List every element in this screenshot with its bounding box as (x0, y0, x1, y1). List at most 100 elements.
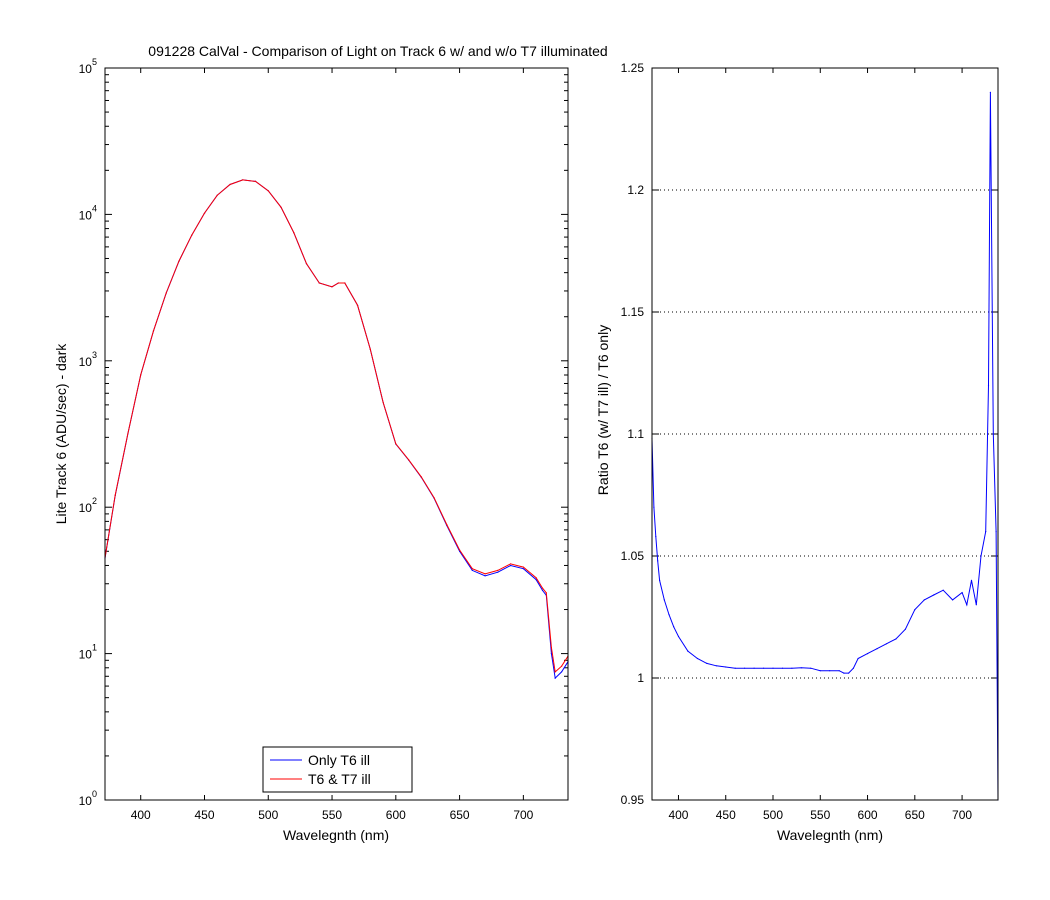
data-point-t6-t7 (369, 348, 371, 350)
data-point-t6-t7 (408, 459, 410, 461)
data-point-ratio (763, 667, 765, 669)
data-point-ratio (772, 667, 774, 669)
data-point-t6-t7 (545, 592, 547, 594)
left-x-ticks: 400 450 500 550 600 650 700 (131, 68, 534, 822)
data-point-ratio (975, 604, 977, 606)
data-point-t6-t7 (484, 573, 486, 575)
data-point-only-t6 (541, 589, 544, 592)
data-point-t6-t7 (337, 282, 339, 284)
data-point-t6-t7 (229, 183, 231, 186)
data-point-ratio (895, 638, 897, 640)
left-axes: 400 450 500 550 600 650 700 100101102103104105… (53, 57, 569, 843)
data-point-ratio (961, 592, 963, 594)
data-point-t6-t7 (510, 563, 512, 565)
data-point-t6-t7 (293, 232, 295, 234)
right-series-group (651, 91, 999, 801)
data-point-ratio (725, 666, 727, 668)
left-y-tick-exponent: 0 (92, 789, 97, 799)
data-point-ratio (970, 579, 973, 582)
data-point-t6-t7 (541, 587, 544, 589)
left-x-tick-label: 500 (258, 808, 278, 822)
data-point-ratio (914, 609, 916, 611)
data-point-t6-t7 (497, 569, 499, 572)
right-y-tick-label: 1.05 (621, 549, 645, 563)
right-x-tick-label: 700 (952, 808, 972, 822)
data-point-ratio (673, 626, 675, 628)
left-x-tick-label: 600 (386, 808, 406, 822)
left-y-tick-exponent: 5 (92, 57, 97, 67)
data-point-t6-t7 (554, 671, 556, 673)
legend: Only T6 ill T6 & T7 ill (262, 746, 413, 793)
data-point-ratio (829, 670, 831, 672)
left-x-tick-label: 550 (322, 808, 342, 822)
left-y-tick-base: 10 (79, 648, 93, 662)
data-point-t6-t7 (114, 494, 116, 496)
right-y-tick-label: 1.15 (621, 305, 645, 319)
left-x-tick-label: 400 (131, 808, 151, 822)
data-point-t6-t7 (522, 566, 525, 568)
data-point-t6-t7 (459, 549, 461, 551)
data-point-t6-t7 (140, 374, 142, 376)
left-y-tick-base: 10 (79, 62, 93, 76)
left-x-axis-label: Wavelegnth (nm) (283, 827, 389, 843)
data-point-only-t6 (522, 568, 525, 570)
data-point-t6-t7 (280, 206, 282, 208)
data-point-ratio (668, 614, 670, 616)
right-y-tick-label: 1.1 (627, 427, 644, 441)
right-y-tick-label: 1.2 (627, 183, 644, 197)
left-y-tick-exponent: 3 (92, 350, 97, 360)
left-y-tick-base: 10 (79, 794, 93, 808)
data-point-ratio (987, 384, 990, 386)
data-point-t6-t7 (318, 282, 320, 284)
data-point-t6-t7 (433, 497, 435, 499)
right-x-axis-label: Wavelegnth (nm) (777, 827, 883, 843)
data-point-t6-t7 (420, 476, 422, 478)
data-point-t6-t7 (127, 432, 129, 434)
data-point-ratio (989, 91, 992, 93)
right-y-tick-label: 1 (637, 671, 644, 685)
left-y-tick-base: 10 (79, 355, 93, 369)
data-point-ratio (706, 662, 708, 665)
data-point-ratio (696, 657, 699, 660)
left-x-tick-label: 450 (194, 808, 214, 822)
left-y-tick-base: 10 (79, 208, 93, 222)
data-point-ratio (687, 650, 689, 652)
data-point-ratio (885, 643, 888, 645)
data-point-ratio (677, 635, 680, 638)
data-point-only-t6 (497, 571, 499, 573)
right-x-tick-label: 400 (668, 808, 688, 822)
data-point-t6-t7 (561, 665, 563, 667)
data-point-ratio (980, 555, 982, 557)
data-point-t6-t7 (395, 443, 397, 445)
left-plot-area (105, 68, 568, 800)
data-point-t6-t7 (216, 194, 218, 196)
left-y-tick-exponent: 1 (92, 643, 97, 653)
data-point-t6-t7 (242, 179, 244, 181)
legend-label-only-t6: Only T6 ill (308, 752, 370, 768)
left-series-group (104, 179, 569, 680)
data-point-ratio (843, 672, 845, 674)
data-point-ratio (655, 535, 657, 538)
data-point-only-t6 (471, 569, 473, 572)
data-point-ratio (715, 665, 717, 667)
legend-label-t6-t7: T6 & T7 ill (308, 771, 371, 787)
left-y-tick-label: 102 (79, 496, 97, 515)
data-point-ratio (852, 667, 855, 669)
right-x-tick-label: 600 (858, 808, 878, 822)
left-y-tick-exponent: 4 (92, 203, 97, 213)
data-point-only-t6 (550, 653, 553, 655)
right-x-tick-label: 650 (905, 808, 925, 822)
data-point-t6-t7 (178, 260, 180, 262)
data-point-t6-t7 (535, 577, 537, 579)
data-point-ratio (753, 667, 755, 669)
right-x-tick-label: 450 (716, 808, 736, 822)
data-point-ratio (933, 594, 935, 596)
data-point-ratio (985, 531, 987, 533)
data-point-ratio (819, 670, 821, 672)
figure-title: 091228 CalVal - Comparison of Light on T… (148, 43, 607, 59)
data-point-ratio (663, 599, 665, 601)
data-point-ratio (781, 667, 784, 669)
data-point-ratio (923, 599, 925, 601)
data-point-only-t6 (484, 575, 486, 577)
